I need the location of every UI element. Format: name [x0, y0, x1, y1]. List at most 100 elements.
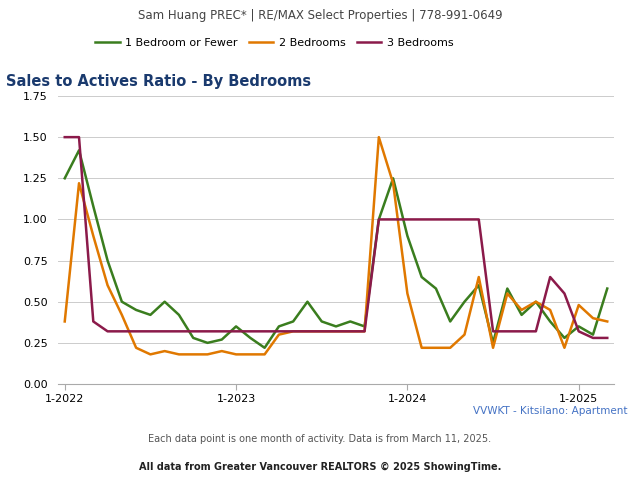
2 Bedrooms [432, 345, 440, 351]
2 Bedrooms [361, 328, 369, 334]
2 Bedrooms [547, 307, 554, 313]
1 Bedroom or Fewer [275, 324, 283, 329]
1 Bedroom or Fewer [604, 286, 611, 291]
3 Bedrooms [104, 328, 111, 334]
1 Bedroom or Fewer [232, 324, 240, 329]
3 Bedrooms [318, 328, 326, 334]
1 Bedroom or Fewer [104, 258, 111, 264]
2 Bedrooms [589, 315, 597, 321]
2 Bedrooms [90, 233, 97, 239]
1 Bedroom or Fewer [204, 340, 211, 346]
3 Bedrooms [332, 328, 340, 334]
1 Bedroom or Fewer [361, 324, 369, 329]
1 Bedroom or Fewer [589, 332, 597, 337]
1 Bedroom or Fewer [175, 312, 183, 318]
3 Bedrooms [61, 134, 68, 140]
3 Bedrooms [303, 328, 311, 334]
3 Bedrooms [418, 216, 426, 222]
1 Bedroom or Fewer [518, 312, 525, 318]
2 Bedrooms [346, 328, 354, 334]
Text: Each data point is one month of activity. Data is from March 11, 2025.: Each data point is one month of activity… [148, 434, 492, 444]
1 Bedroom or Fewer [504, 286, 511, 291]
3 Bedrooms [389, 216, 397, 222]
1 Bedroom or Fewer [446, 319, 454, 324]
Text: Sam Huang PREC* | RE/MAX Select Properties | 778-991-0649: Sam Huang PREC* | RE/MAX Select Properti… [138, 9, 502, 22]
2 Bedrooms [389, 180, 397, 186]
1 Bedroom or Fewer [418, 274, 426, 280]
2 Bedrooms [147, 351, 154, 357]
2 Bedrooms [275, 332, 283, 337]
2 Bedrooms [118, 312, 125, 318]
1 Bedroom or Fewer [461, 299, 468, 305]
1 Bedroom or Fewer [561, 335, 568, 341]
3 Bedrooms [232, 328, 240, 334]
1 Bedroom or Fewer [289, 319, 297, 324]
2 Bedrooms [461, 332, 468, 337]
1 Bedroom or Fewer [332, 324, 340, 329]
Line: 1 Bedroom or Fewer: 1 Bedroom or Fewer [65, 150, 607, 348]
3 Bedrooms [375, 216, 383, 222]
2 Bedrooms [504, 290, 511, 296]
1 Bedroom or Fewer [532, 299, 540, 305]
Line: 3 Bedrooms: 3 Bedrooms [65, 137, 607, 338]
3 Bedrooms [604, 335, 611, 341]
1 Bedroom or Fewer [218, 336, 226, 342]
3 Bedrooms [132, 328, 140, 334]
Legend: 1 Bedroom or Fewer, 2 Bedrooms, 3 Bedrooms: 1 Bedroom or Fewer, 2 Bedrooms, 3 Bedroo… [91, 34, 458, 53]
2 Bedrooms [375, 134, 383, 140]
3 Bedrooms [218, 328, 226, 334]
3 Bedrooms [446, 216, 454, 222]
1 Bedroom or Fewer [90, 204, 97, 209]
3 Bedrooms [289, 328, 297, 334]
2 Bedrooms [289, 328, 297, 334]
1 Bedroom or Fewer [346, 319, 354, 324]
1 Bedroom or Fewer [118, 299, 125, 305]
2 Bedrooms [318, 328, 326, 334]
1 Bedroom or Fewer [246, 335, 254, 341]
1 Bedroom or Fewer [389, 175, 397, 181]
1 Bedroom or Fewer [161, 299, 168, 305]
2 Bedrooms [332, 328, 340, 334]
2 Bedrooms [204, 351, 211, 357]
Text: VVWKT - Kitsilano: Apartment: VVWKT - Kitsilano: Apartment [473, 406, 627, 416]
3 Bedrooms [346, 328, 354, 334]
3 Bedrooms [75, 134, 83, 140]
2 Bedrooms [104, 282, 111, 288]
2 Bedrooms [475, 274, 483, 280]
2 Bedrooms [232, 351, 240, 357]
3 Bedrooms [475, 216, 483, 222]
1 Bedroom or Fewer [132, 307, 140, 313]
3 Bedrooms [504, 328, 511, 334]
3 Bedrooms [432, 216, 440, 222]
3 Bedrooms [404, 216, 412, 222]
3 Bedrooms [90, 319, 97, 324]
2 Bedrooms [75, 180, 83, 186]
2 Bedrooms [604, 319, 611, 324]
1 Bedroom or Fewer [404, 233, 412, 239]
3 Bedrooms [161, 328, 168, 334]
2 Bedrooms [175, 351, 183, 357]
2 Bedrooms [189, 351, 197, 357]
3 Bedrooms [175, 328, 183, 334]
3 Bedrooms [246, 328, 254, 334]
1 Bedroom or Fewer [189, 335, 197, 341]
2 Bedrooms [561, 345, 568, 351]
2 Bedrooms [446, 345, 454, 351]
1 Bedroom or Fewer [375, 216, 383, 222]
1 Bedroom or Fewer [75, 147, 83, 153]
Line: 2 Bedrooms: 2 Bedrooms [65, 137, 607, 354]
3 Bedrooms [189, 328, 197, 334]
1 Bedroom or Fewer [303, 299, 311, 305]
3 Bedrooms [547, 274, 554, 280]
1 Bedroom or Fewer [475, 282, 483, 288]
2 Bedrooms [303, 328, 311, 334]
Text: Sales to Actives Ratio - By Bedrooms: Sales to Actives Ratio - By Bedrooms [6, 74, 312, 89]
3 Bedrooms [561, 290, 568, 296]
3 Bedrooms [204, 328, 211, 334]
3 Bedrooms [589, 335, 597, 341]
1 Bedroom or Fewer [260, 345, 268, 351]
2 Bedrooms [418, 345, 426, 351]
3 Bedrooms [361, 328, 369, 334]
2 Bedrooms [260, 351, 268, 357]
1 Bedroom or Fewer [432, 286, 440, 291]
